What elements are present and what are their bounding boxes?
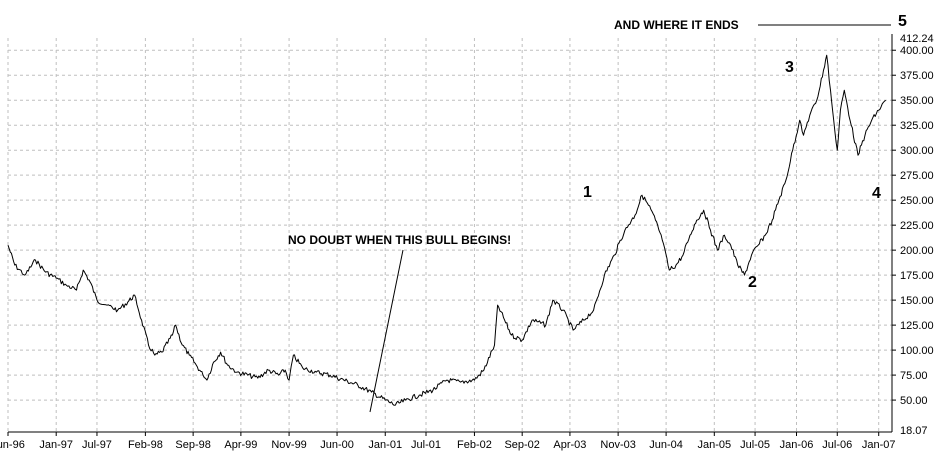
series-layer [7,54,887,406]
wave-label-4: 4 [872,185,881,202]
y-tick-label: 400.00 [900,45,934,57]
series-line [7,54,887,406]
x-axis: Jun-96 Jan-97 Jul-97 Feb-98 Sep-98 Apr-99 Nov-… [0,431,896,451]
y-tick-label: 325.00 [900,120,934,132]
x-tick-label: Jul-06 [822,439,852,451]
y-min-label: 18.07 [900,425,928,437]
x-tick-label: Jan-01 [368,439,402,451]
x-tick-label: Jan-05 [697,439,731,451]
wave-label-2: 2 [748,274,757,291]
annotation-top: AND WHERE IT ENDS [614,18,739,32]
wave-label-5: 5 [898,13,907,30]
y-max-label: 412.24 [900,33,934,45]
y-tick-label: 225.00 [900,220,934,232]
y-tick-label: 375.00 [900,70,934,82]
x-tick-label: Jan-97 [39,439,73,451]
x-tick-label: Nov-99 [271,439,306,451]
y-tick-label: 350.00 [900,95,934,107]
x-tick-label: Jun-00 [320,439,354,451]
x-tick-label: Jul-05 [740,439,770,451]
x-tick-label: Jun-04 [649,439,683,451]
x-tick-label: Feb-02 [457,439,492,451]
y-tick-label: 175.00 [900,270,934,282]
y-tick-label: 200.00 [900,245,934,257]
y-tick-label: 75.00 [900,370,928,382]
x-tick-label: Jan-07 [862,439,896,451]
y-tick-label: 100.00 [900,345,934,357]
x-tick-label: Jul-97 [82,439,112,451]
y-tick-label: 275.00 [900,170,934,182]
x-tick-label: Sep-02 [504,439,539,451]
wave-label-1: 1 [583,184,592,201]
x-tick-label: Nov-03 [600,439,635,451]
annotation-bull-pointer [369,249,404,413]
x-tick-label: Jan-06 [780,439,814,451]
annotation-bull: NO DOUBT WHEN THIS BULL BEGINS! [288,233,511,247]
x-tick-label: Jul-01 [411,439,441,451]
y-tick-label: 50.00 [900,395,928,407]
x-tick-label: Jun-96 [0,439,25,451]
wave-label-3: 3 [785,59,794,76]
x-tick-label: Sep-98 [175,439,210,451]
y-tick-label: 150.00 [900,295,934,307]
y-tick-label: 250.00 [900,195,934,207]
y-axis: 50.00 75.00 100.00 125.00 150.00 175.00 200.00… [891,33,934,437]
x-tick-label: Feb-98 [128,439,163,451]
x-tick-label: Apr-03 [553,439,586,451]
y-tick-label: 300.00 [900,145,934,157]
x-tick-label: Apr-99 [224,439,257,451]
y-tick-label: 125.00 [900,320,934,332]
